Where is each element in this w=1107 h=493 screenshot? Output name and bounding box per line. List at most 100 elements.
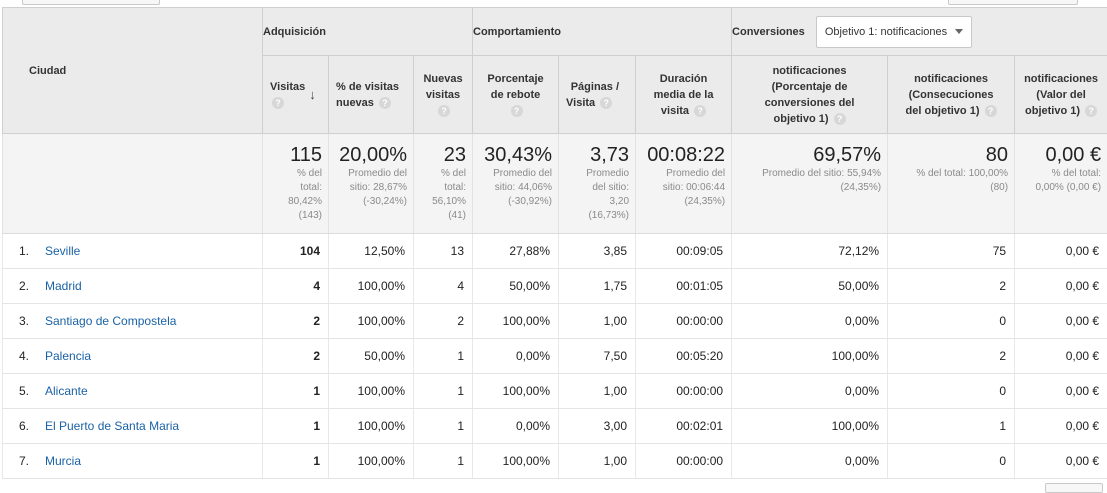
arrow-down-icon[interactable]: ↓ <box>309 87 316 103</box>
new-visits-cell: 1 <box>414 374 473 409</box>
column-header-city[interactable]: Ciudad <box>3 8 263 134</box>
pct-new-visits-cell: 100,00% <box>329 374 414 409</box>
pages-per-visit-cell: 1,75 <box>559 269 636 304</box>
city-link[interactable]: Santiago de Compostela <box>45 314 176 328</box>
visits-cell: 1 <box>263 374 329 409</box>
total-new-visits: 23 % del total: 56,10% (41) <box>414 134 473 234</box>
goal-value-cell: 0,00 € <box>1015 304 1107 339</box>
goal-conversion-rate-cell: 0,00% <box>732 374 888 409</box>
total-pct-new-visits: 20,00% Promedio del sitio: 28,67% (-30,2… <box>329 134 414 234</box>
city-cell: 2.Madrid <box>3 269 263 304</box>
pages-per-visit-cell: 1,00 <box>559 374 636 409</box>
totals-label-cell <box>3 134 263 234</box>
help-circle-icon[interactable]: ? <box>834 113 846 125</box>
totals-row: 115 % del total: 80,42% (143) 20,00% Pro… <box>3 134 1107 234</box>
city-link[interactable]: Alicante <box>45 384 88 398</box>
goal-completions-cell: 1 <box>888 409 1015 444</box>
visits-cell: 1 <box>263 444 329 479</box>
column-header-avg-duration[interactable]: Duración media de la visita ? <box>636 56 732 134</box>
pct-new-visits-cell: 100,00% <box>329 444 414 479</box>
table-row: 2.Madrid 4 100,00% 4 50,00% 1,75 00:01:0… <box>3 269 1107 304</box>
city-link[interactable]: Palencia <box>45 349 91 363</box>
bounce-rate-cell: 100,00% <box>473 374 559 409</box>
visits-cell: 2 <box>263 304 329 339</box>
pagination-control-edge[interactable] <box>1045 483 1103 493</box>
table-row: 5.Alicante 1 100,00% 1 100,00% 1,00 00:0… <box>3 374 1107 409</box>
goal-completions-cell: 75 <box>888 234 1015 269</box>
group-header-acquisition: Adquisición <box>263 8 473 56</box>
city-cell: 4.Palencia <box>3 339 263 374</box>
column-header-pages-per-visit[interactable]: Páginas / Visita ? <box>559 56 636 134</box>
goal-completions-cell: 2 <box>888 269 1015 304</box>
help-circle-icon[interactable]: ? <box>511 105 523 117</box>
column-header-city-label: Ciudad <box>29 65 66 77</box>
goal-selector-dropdown[interactable]: Objetivo 1: notificaciones <box>816 16 972 48</box>
city-link[interactable]: El Puerto de Santa Maria <box>45 419 179 433</box>
goal-conversion-rate-cell: 0,00% <box>732 444 888 479</box>
pages-per-visit-cell: 3,00 <box>559 409 636 444</box>
help-circle-icon[interactable]: ? <box>985 105 997 117</box>
column-header-visits[interactable]: Visitas ? ↓ <box>263 56 329 134</box>
goal-value-cell: 0,00 € <box>1015 339 1107 374</box>
city-link[interactable]: Murcia <box>45 454 81 468</box>
visits-cell: 104 <box>263 234 329 269</box>
help-circle-icon[interactable]: ? <box>600 97 612 109</box>
bounce-rate-cell: 0,00% <box>473 339 559 374</box>
city-link[interactable]: Madrid <box>45 279 82 293</box>
column-header-goal-conversion-rate[interactable]: notificaciones (Porcentaje de conversion… <box>732 56 888 134</box>
total-goal-completions: 80 % del total: 100,00% (80) <box>888 134 1015 234</box>
pct-new-visits-cell: 12,50% <box>329 234 414 269</box>
new-visits-cell: 1 <box>414 339 473 374</box>
help-circle-icon[interactable]: ? <box>272 97 284 109</box>
goal-selector-value: Objetivo 1: notificaciones <box>825 26 947 38</box>
pages-per-visit-cell: 1,00 <box>559 444 636 479</box>
avg-duration-cell: 00:00:00 <box>636 374 732 409</box>
caret-down-icon <box>955 29 963 34</box>
city-cell: 7.Murcia <box>3 444 263 479</box>
pages-per-visit-cell: 7,50 <box>559 339 636 374</box>
avg-duration-cell: 00:05:20 <box>636 339 732 374</box>
bounce-rate-cell: 0,00% <box>473 409 559 444</box>
total-bounce-rate: 30,43% Promedio del sitio: 44,06% (-30,9… <box>473 134 559 234</box>
column-header-pct-new-visits[interactable]: % de visitas nuevas ? <box>329 56 414 134</box>
new-visits-cell: 1 <box>414 409 473 444</box>
avg-duration-cell: 00:00:00 <box>636 444 732 479</box>
city-cell: 3.Santiago de Compostela <box>3 304 263 339</box>
help-circle-icon[interactable]: ? <box>379 97 391 109</box>
group-header-behavior: Comportamiento <box>473 8 732 56</box>
group-header-conversions: Conversiones Objetivo 1: notificaciones <box>732 8 1107 56</box>
help-circle-icon[interactable]: ? <box>1085 105 1097 117</box>
visits-cell: 4 <box>263 269 329 304</box>
table-row: 7.Murcia 1 100,00% 1 100,00% 1,00 00:00:… <box>3 444 1107 479</box>
city-link[interactable]: Seville <box>45 244 80 258</box>
total-pages-per-visit: 3,73 Promedio del sitio: 3,20 (16,73%) <box>559 134 636 234</box>
pct-new-visits-cell: 100,00% <box>329 269 414 304</box>
column-header-new-visits[interactable]: Nuevas visitas ? <box>414 56 473 134</box>
bounce-rate-cell: 100,00% <box>473 444 559 479</box>
avg-duration-cell: 00:01:05 <box>636 269 732 304</box>
city-cell: 6.El Puerto de Santa Maria <box>3 409 263 444</box>
total-goal-conversion-rate: 69,57% Promedio del sitio: 55,94% (24,35… <box>732 134 888 234</box>
toolbar-control-edge[interactable] <box>22 0 160 5</box>
top-toolbar-strip <box>0 0 1107 7</box>
city-cell: 1.Seville <box>3 234 263 269</box>
goal-conversion-rate-cell: 50,00% <box>732 269 888 304</box>
toolbar-control-edge[interactable] <box>948 0 1078 5</box>
goal-value-cell: 0,00 € <box>1015 234 1107 269</box>
total-avg-duration: 00:08:22 Promedio del sitio: 00:06:44 (2… <box>636 134 732 234</box>
help-circle-icon[interactable]: ? <box>694 105 706 117</box>
pct-new-visits-cell: 50,00% <box>329 339 414 374</box>
new-visits-cell: 4 <box>414 269 473 304</box>
column-header-goal-completions[interactable]: notificaciones (Consecuciones del objeti… <box>888 56 1015 134</box>
column-header-goal-value[interactable]: notificaciones (Valor del objetivo 1) ? <box>1015 56 1107 134</box>
help-circle-icon[interactable]: ? <box>438 105 450 117</box>
column-header-bounce-rate[interactable]: Porcentaje de rebote ? <box>473 56 559 134</box>
bounce-rate-cell: 27,88% <box>473 234 559 269</box>
avg-duration-cell: 00:09:05 <box>636 234 732 269</box>
goal-conversion-rate-cell: 100,00% <box>732 339 888 374</box>
pages-per-visit-cell: 3,85 <box>559 234 636 269</box>
bounce-rate-cell: 100,00% <box>473 304 559 339</box>
table-row: 6.El Puerto de Santa Maria 1 100,00% 1 0… <box>3 409 1107 444</box>
bounce-rate-cell: 50,00% <box>473 269 559 304</box>
visits-cell: 1 <box>263 409 329 444</box>
